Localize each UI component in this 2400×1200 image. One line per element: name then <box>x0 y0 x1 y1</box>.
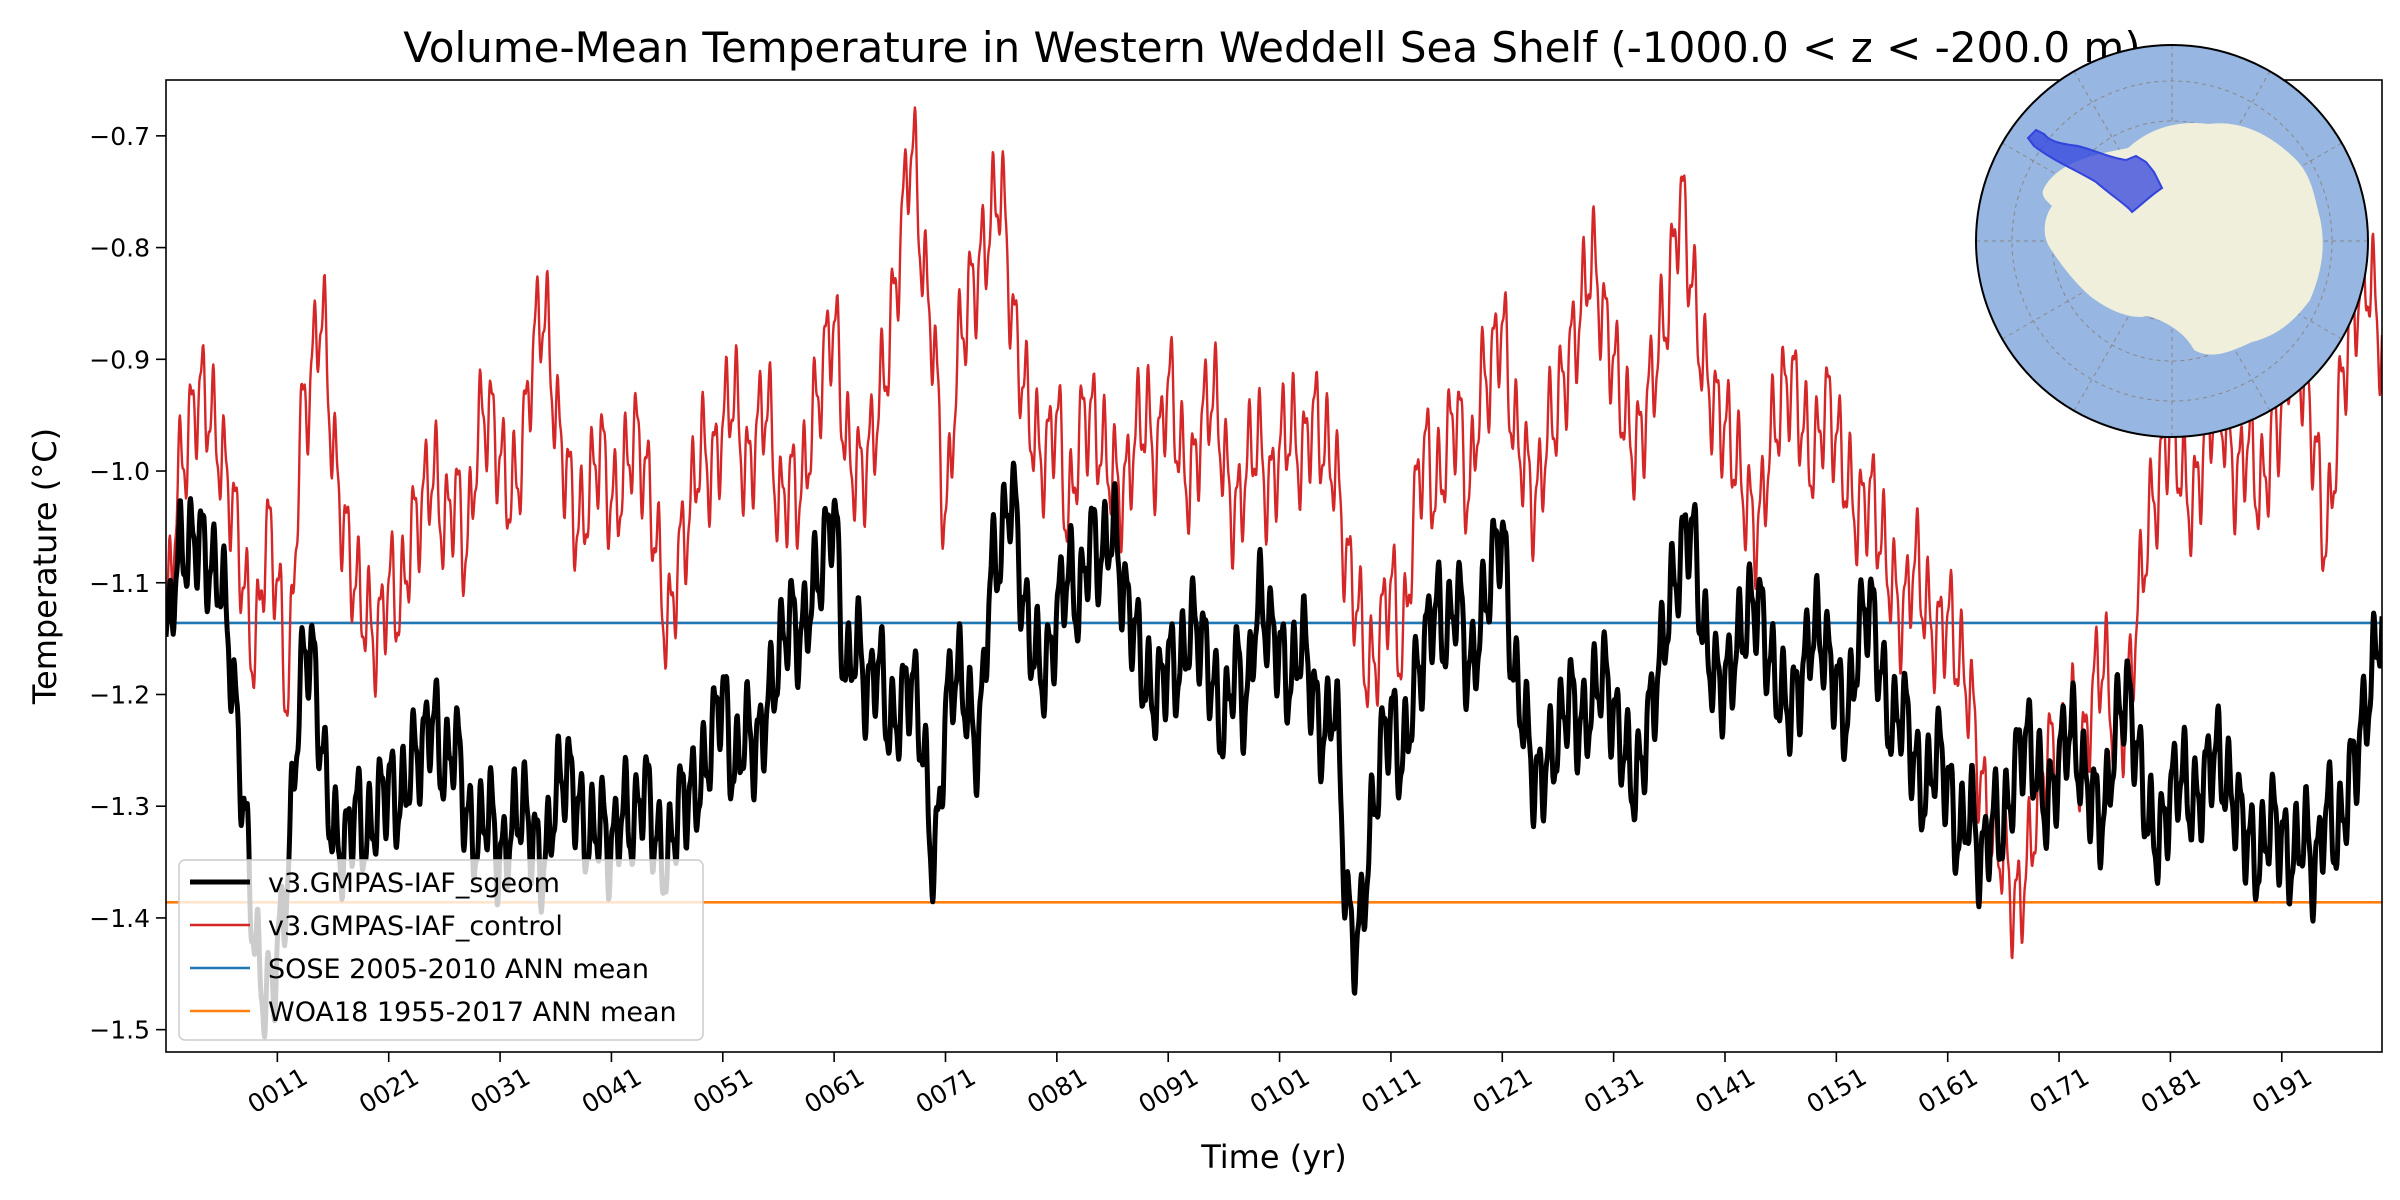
legend-label-sose: SOSE 2005-2010 ANN mean <box>268 954 649 985</box>
y-tick-label: −0.7 <box>89 122 150 151</box>
y-tick-label: −1.2 <box>89 680 150 709</box>
chart-title: Volume-Mean Temperature in Western Wedde… <box>403 23 2140 72</box>
inset-border <box>1975 44 2369 438</box>
y-tick-label: −0.8 <box>89 234 150 263</box>
legend-box <box>178 859 704 1041</box>
series-0-line <box>166 460 2382 1040</box>
y-tick-label: −1.0 <box>89 457 150 486</box>
antarctica-inset-map <box>1975 44 2369 438</box>
x-axis-label: Time (yr) <box>1200 1138 1347 1176</box>
inset-weddell-region <box>2026 128 2164 214</box>
legend-label-control: v3.GMPAS-IAF_control <box>268 911 563 942</box>
y-tick-label: −1.3 <box>89 792 150 821</box>
y-tick-label: −0.9 <box>89 345 150 374</box>
legend: v3.GMPAS-IAF_sgeom v3.GMPAS-IAF_control … <box>178 859 704 1041</box>
legend-label-woa18: WOA18 1955-2017 ANN mean <box>268 997 677 1028</box>
y-tick-label: −1.5 <box>89 1016 150 1045</box>
legend-label-sgeom: v3.GMPAS-IAF_sgeom <box>268 868 560 899</box>
y-axis: −1.5 −1.4 −1.3 −1.2 −1.1 −1.0 −0.9 −0.8 −0.7 <box>89 122 166 1045</box>
y-tick-label: −1.1 <box>89 569 150 598</box>
y-axis-label: Temperature (°C) <box>26 428 64 705</box>
y-tick-label: −1.4 <box>89 904 150 933</box>
plot-frame <box>165 79 2383 1053</box>
series-1-line <box>166 106 2382 960</box>
